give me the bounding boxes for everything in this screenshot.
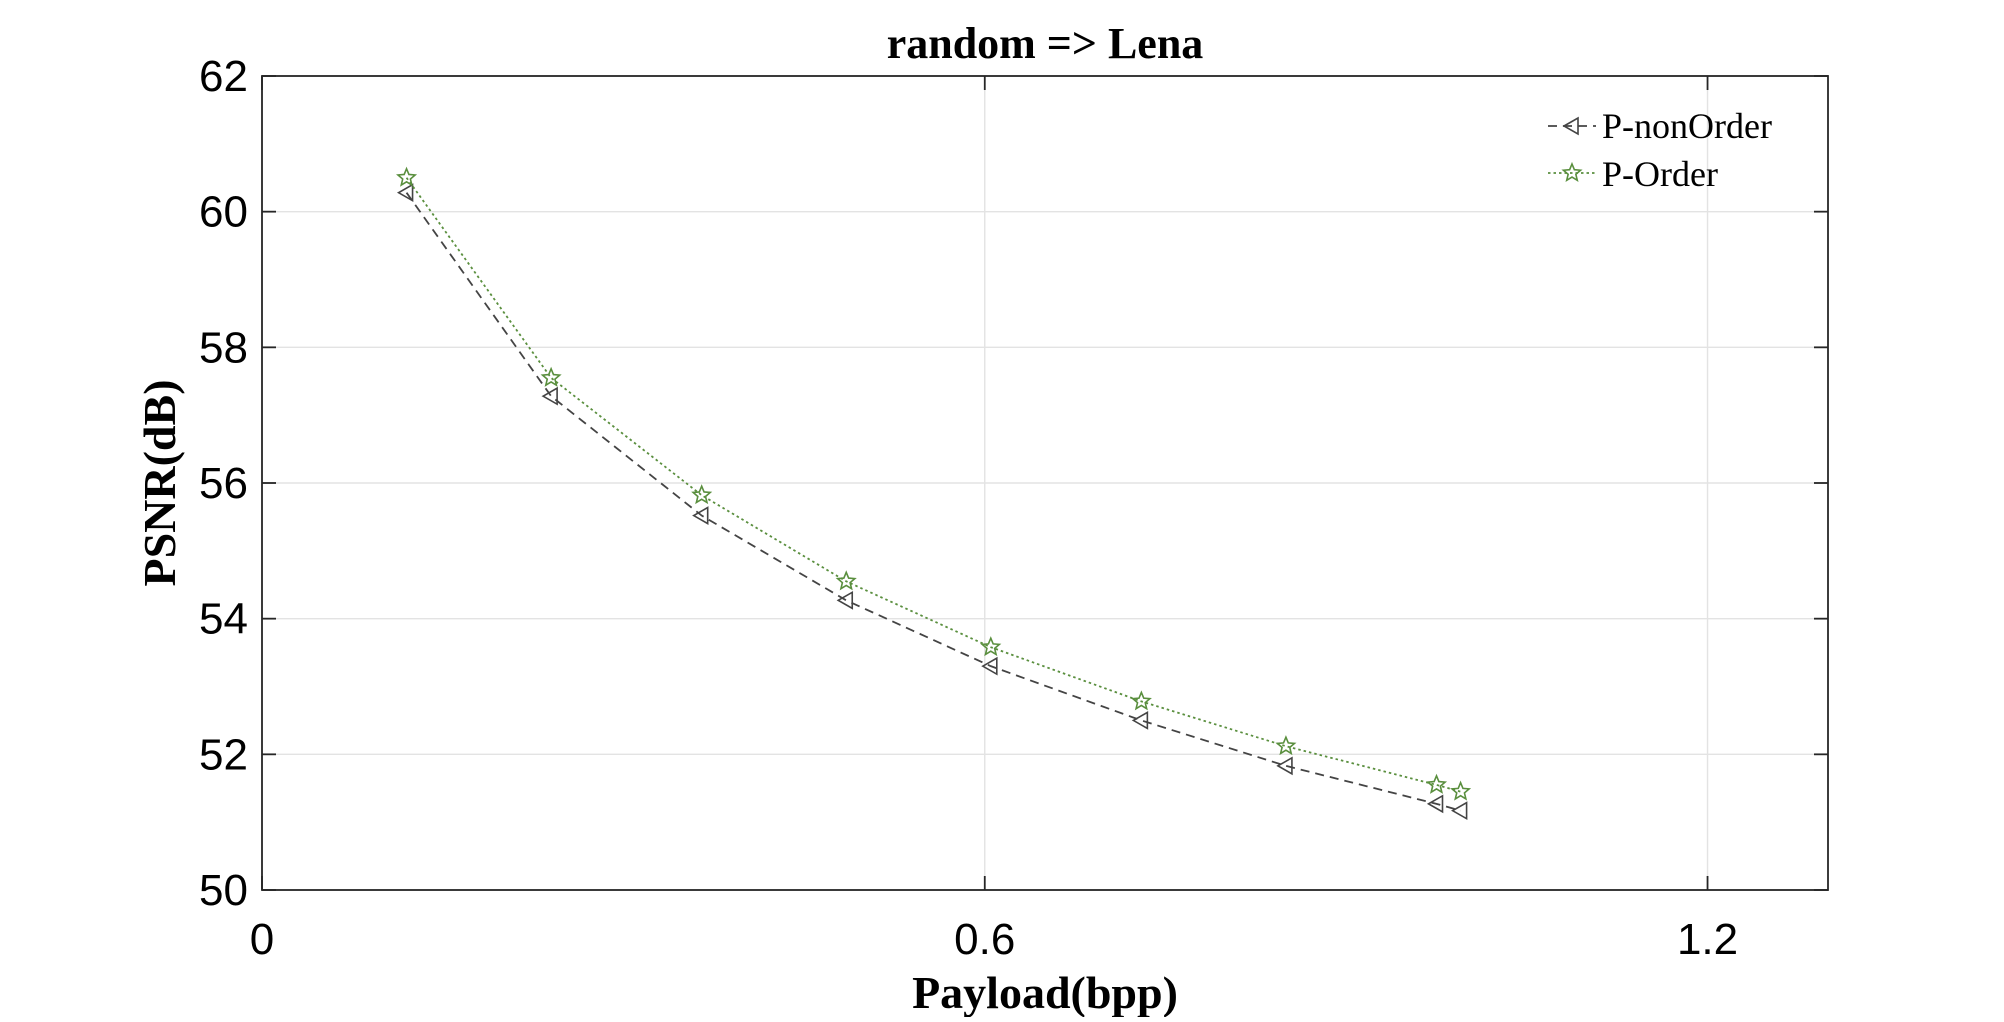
y-tick-label: 56: [199, 459, 248, 508]
legend-label-p-nonorder: P-nonOrder: [1602, 106, 1772, 146]
series-line-p-nonorder: [405, 192, 1461, 812]
data-point-p-nonorder: [1426, 794, 1444, 814]
legend-marker-p-nonorder: [1562, 116, 1579, 136]
y-tick-label: 52: [199, 730, 248, 779]
legend-marker-p-order: [1561, 161, 1583, 182]
x-tick-label: 1.2: [1677, 915, 1738, 964]
y-axis-label: PSNR(dB): [134, 379, 185, 586]
legend-item-p-nonorder: P-nonOrder: [1548, 106, 1772, 146]
data-point-p-order: [396, 166, 418, 187]
data-point-p-order: [1130, 690, 1152, 711]
y-tick-label: 50: [199, 866, 248, 915]
data-point-p-nonorder: [836, 590, 854, 610]
series-p-order: [396, 166, 1472, 801]
axis-ticks: 0 0.6 1.2 50 52 54 56 58 60 62: [199, 52, 1828, 964]
legend-swatch-p-nonorder: [1548, 116, 1596, 136]
x-tick-label: 0.6: [954, 915, 1015, 964]
y-tick-label: 60: [199, 188, 248, 237]
data-point-p-order: [1425, 773, 1448, 794]
chart-title: random => Lena: [887, 19, 1204, 68]
data-point-p-nonorder: [981, 656, 998, 676]
legend-label-p-order: P-Order: [1602, 154, 1718, 194]
data-point-p-nonorder: [692, 506, 709, 525]
data-point-p-nonorder: [1131, 711, 1149, 730]
data-point-p-nonorder: [541, 386, 558, 406]
y-tick-label: 54: [199, 595, 248, 644]
data-series: [396, 166, 1472, 821]
y-tick-label: 58: [199, 323, 248, 372]
data-point-p-order: [1275, 735, 1297, 756]
data-point-p-order: [691, 484, 713, 505]
y-tick-label: 62: [199, 52, 248, 101]
series-line-p-order: [405, 177, 1461, 793]
series-p-nonorder: [396, 183, 1468, 821]
data-point-p-order: [1450, 780, 1472, 801]
legend-swatch-p-order: [1548, 161, 1596, 182]
legend-item-p-order: P-Order: [1548, 154, 1718, 194]
x-axis-label: Payload(bpp): [912, 967, 1178, 1017]
data-point-p-order: [835, 570, 857, 591]
data-point-p-nonorder: [1450, 801, 1468, 821]
data-point-p-nonorder: [1276, 756, 1293, 776]
data-point-p-order: [540, 366, 562, 387]
data-point-p-nonorder: [396, 183, 414, 203]
data-point-p-order: [980, 636, 1002, 657]
legend: P-nonOrder P-Order: [1548, 106, 1772, 194]
x-tick-label: 0: [250, 915, 274, 964]
